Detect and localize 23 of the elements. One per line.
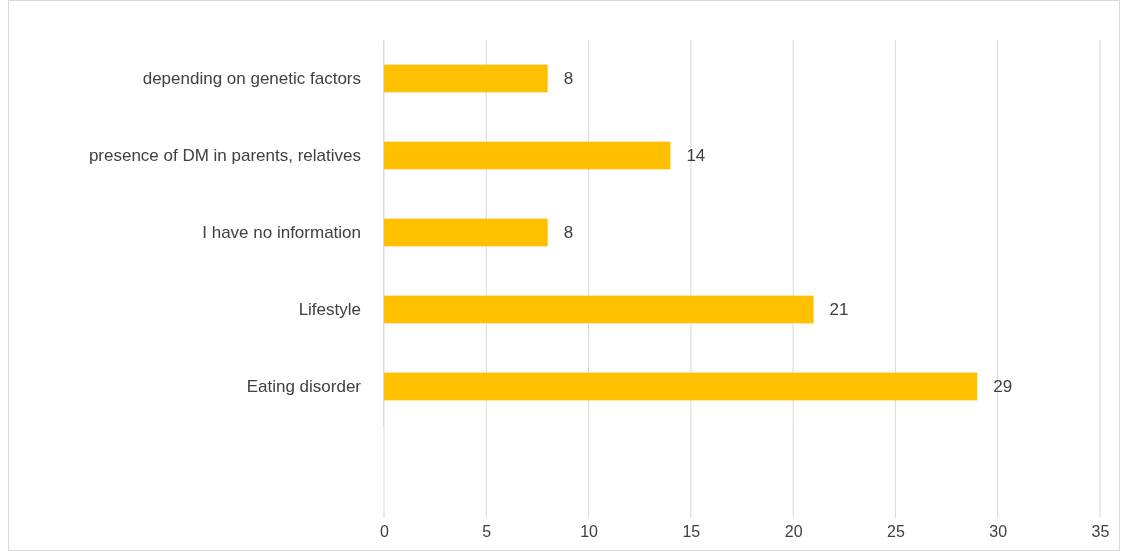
x-tick-label: 5 (482, 523, 492, 541)
y-tick-label: I have no information (202, 222, 361, 242)
y-tick-label: Eating disorder (246, 376, 362, 396)
bar (384, 372, 978, 401)
bar (384, 218, 548, 247)
x-tick-label: 0 (380, 523, 390, 541)
data-label: 14 (686, 146, 706, 166)
y-tick-label: presence of DM in parents, relatives (88, 145, 361, 165)
bar (384, 295, 814, 324)
x-tick-label: 20 (784, 523, 803, 541)
x-tick-label: 35 (1091, 523, 1110, 541)
bar (384, 64, 548, 93)
x-tick-label: 30 (989, 523, 1008, 541)
bar (384, 141, 671, 170)
x-tick-label: 15 (682, 523, 701, 541)
x-tick-label: 10 (580, 523, 599, 541)
x-tick-label: 25 (887, 523, 905, 541)
data-label: 21 (829, 300, 849, 320)
data-label: 29 (993, 377, 1013, 397)
y-tick-label: Lifestyle (298, 299, 361, 319)
data-label: 8 (563, 223, 574, 243)
data-label: 8 (563, 69, 574, 89)
y-tick-label: depending on genetic factors (142, 68, 361, 88)
